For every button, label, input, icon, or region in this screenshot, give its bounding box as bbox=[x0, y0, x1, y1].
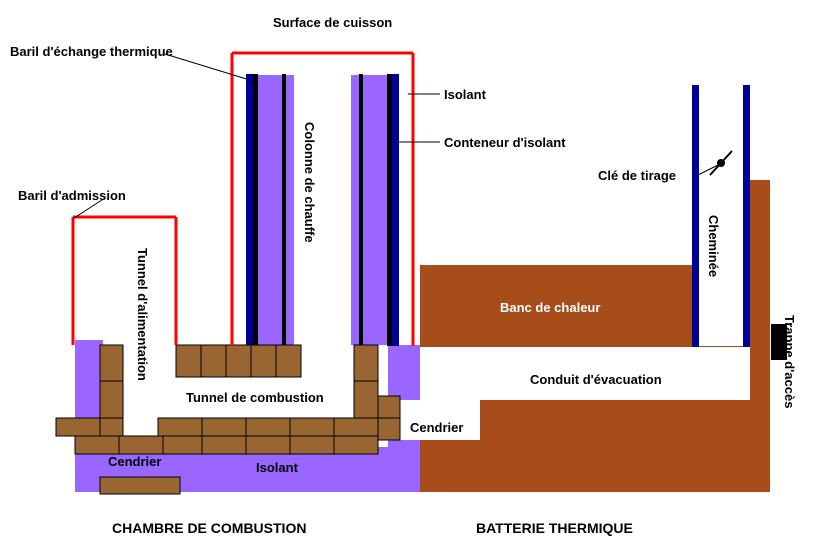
label-tunnel-combustion: Tunnel de combustion bbox=[186, 390, 324, 405]
label-cendrier2: Cendrier bbox=[410, 420, 463, 435]
diagram-root: Surface de cuisson Baril d'échange therm… bbox=[0, 0, 823, 559]
label-conduit-evacuation: Conduit d'évacuation bbox=[530, 372, 662, 387]
label-baril-admission: Baril d'admission bbox=[18, 188, 126, 203]
label-chambre-combustion: CHAMBRE DE COMBUSTION bbox=[112, 520, 306, 536]
label-colonne-chauffe: Colonne de chauffe bbox=[302, 122, 317, 243]
label-batterie-thermique: BATTERIE THERMIQUE bbox=[476, 520, 633, 536]
label-cle-tirage: Clé de tirage bbox=[598, 168, 676, 183]
label-trappe-acces: Trappe d'accès bbox=[782, 315, 797, 408]
label-isolant-bottom: Isolant bbox=[256, 460, 298, 475]
label-cheminee: Cheminée bbox=[706, 215, 721, 277]
diagram-svg bbox=[0, 0, 823, 559]
label-surface-cuisson: Surface de cuisson bbox=[273, 15, 392, 30]
label-baril-echange: Baril d'échange thermique bbox=[10, 44, 173, 59]
label-conteneur-isolant: Conteneur d'isolant bbox=[444, 135, 566, 150]
label-banc-chaleur: Banc de chaleur bbox=[500, 300, 600, 315]
label-cendrier1: Cendrier bbox=[108, 454, 161, 469]
label-tunnel-alimentation: Tunnel d'alimentation bbox=[135, 248, 150, 381]
label-isolant-top: Isolant bbox=[444, 87, 486, 102]
